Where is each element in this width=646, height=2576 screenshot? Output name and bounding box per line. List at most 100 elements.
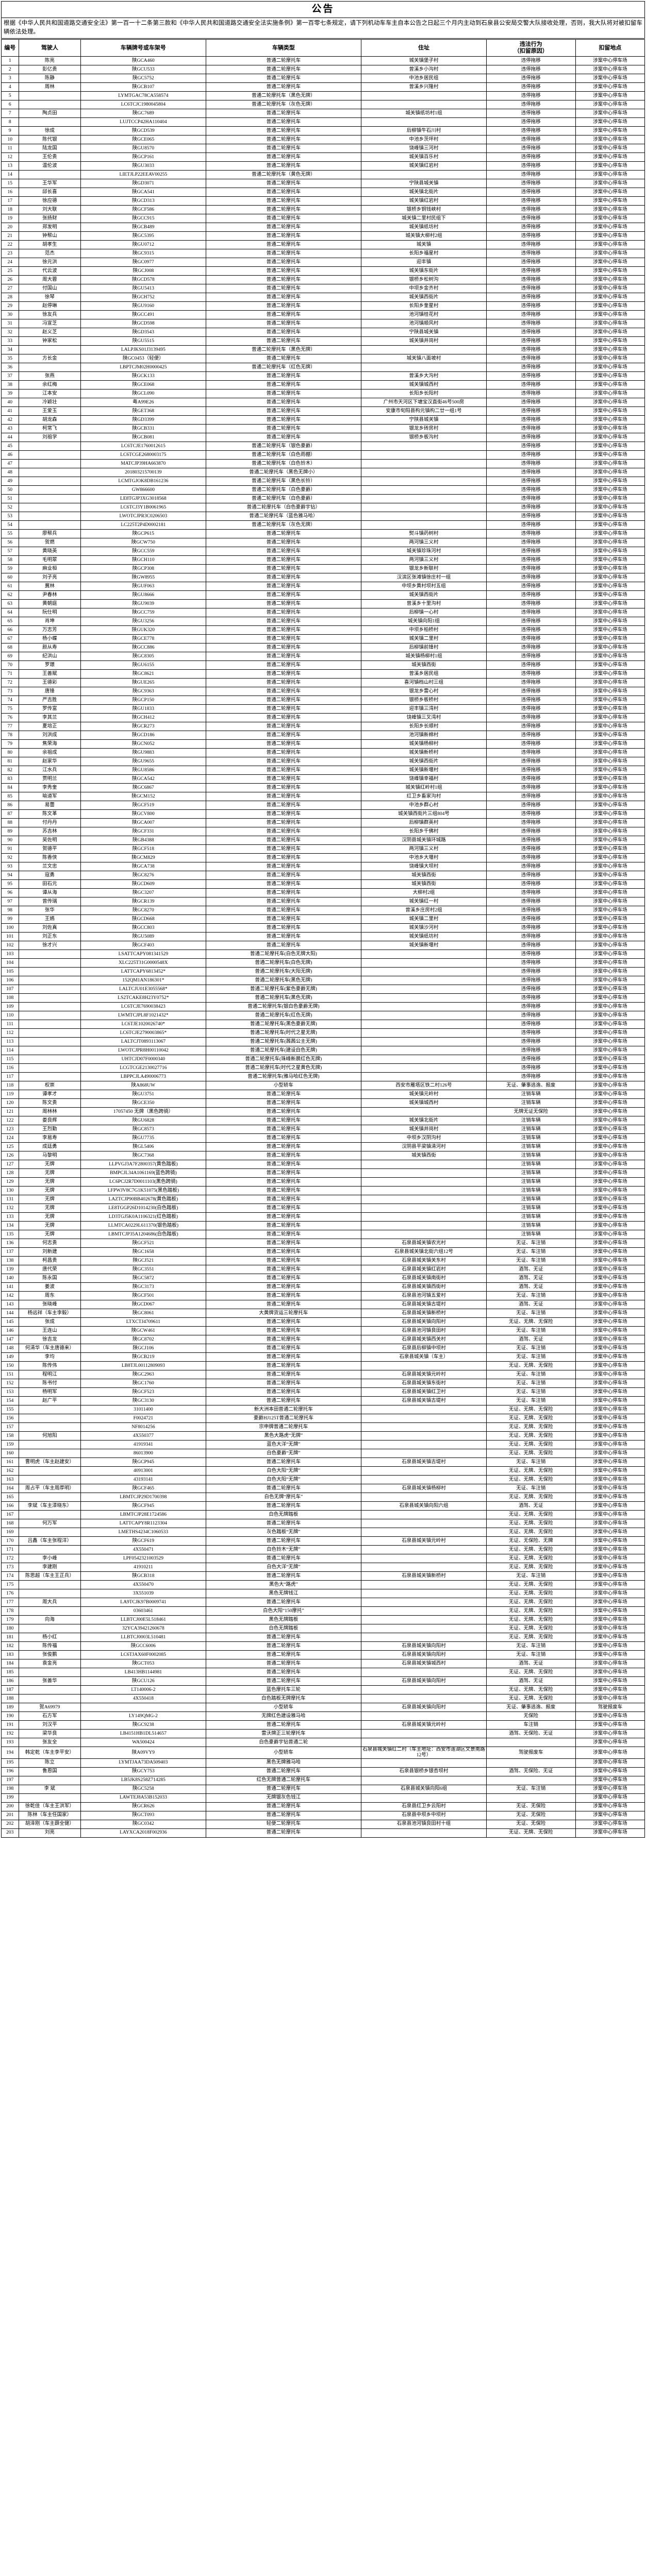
row-type: 普通二轮摩托车 <box>205 1326 362 1336</box>
row-type: 普通二轮摩托车（白色豪爵宇钻） <box>205 503 362 513</box>
row-driver: 张华 <box>18 906 81 916</box>
row-index: 161 <box>1 1458 19 1467</box>
row-address: 城关镇北街片 <box>361 1116 487 1126</box>
row-type: 普通二轮摩托车 <box>205 1641 362 1651</box>
row-violation: 违停拖移 <box>486 906 576 916</box>
row-plate: 陕GCW461 <box>80 1326 206 1336</box>
row-type: 普通二轮摩托车 <box>205 266 362 276</box>
row-plate: 陕GCF519 <box>80 801 206 810</box>
row-plate: 43193141 <box>80 1475 206 1485</box>
row-location: 涉案中心停车场 <box>575 1116 645 1126</box>
row-violation: 无证、无牌、无保险 <box>486 1475 576 1485</box>
row-violation: 违停拖移 <box>486 652 576 662</box>
row-location: 涉案中心停车场 <box>575 1361 645 1371</box>
table-row: 28 徐琴 陕GCH752 普通二轮摩托车 城关镇西街片 违停拖移 涉案中心停车场 <box>1 293 645 302</box>
row-driver: 胡泽刚（车主薛全健） <box>18 1819 81 1829</box>
table-row: 178 03603461 白色大阳“150摩托” 无证、无牌、无保险 涉案中心停车场 <box>1 1606 645 1616</box>
table-row: 102 徐才兴 陕GCF403 普通二轮摩托车 城关镇新堰村 违停拖移 涉案中心停车场 <box>1 941 645 951</box>
row-type: 灰色踏板“无牌” <box>205 1528 362 1537</box>
table-row: 79 焦荣海 陕GCN052 普通二轮摩托车 城关镇杨柳村 违停拖移 涉案中心停车场 <box>1 739 645 749</box>
row-index: 126 <box>1 1151 19 1161</box>
row-type: 白色铃木“无牌” <box>205 1545 362 1555</box>
row-violation: 违停拖移 <box>486 205 576 215</box>
row-type: 普通二轮摩托车 <box>205 1230 362 1240</box>
row-driver <box>18 950 81 959</box>
row-plate: 陕GCC803 <box>80 923 206 933</box>
row-type: 新大洲本田普通二轮摩托车 <box>205 1405 362 1415</box>
row-address: 两河镇三义村 <box>361 555 487 565</box>
table-row: 19 张扬财 陕GCC915 普通二轮摩托车 城关镇二里村民组下 违停拖移 涉案中心停车场 <box>1 214 645 224</box>
row-location: 涉案中心停车场 <box>575 1784 645 1794</box>
row-type: 普通二轮摩托车 <box>205 748 362 758</box>
row-index: 140 <box>1 1274 19 1283</box>
table-row: 164 周占平（车主周厚明） 陕GCF465 普通二轮摩托车 石泉县城关镇杨柳村 无证、车… <box>1 1484 645 1494</box>
row-driver: 严吉胜 <box>18 696 81 705</box>
row-location: 涉案中心停车场 <box>575 1633 645 1642</box>
row-plate: UHTCJD07F0000340 <box>80 1055 206 1064</box>
row-violation: 无证、车注销 <box>486 1650 576 1660</box>
row-location: 涉案中心停车场 <box>575 1265 645 1275</box>
row-driver <box>18 1055 81 1064</box>
row-driver <box>18 345 81 355</box>
row-driver: 杨远祥（车主李毅） <box>18 1309 81 1318</box>
row-address: 石泉县城关镇古堤村 <box>361 1396 487 1406</box>
row-type: 普通二轮摩托车 <box>205 1767 362 1776</box>
row-driver: 袁金亮 <box>18 1659 81 1669</box>
row-type: 大黄牌货运三轮摩托车 <box>205 1309 362 1318</box>
row-driver: 谭孝才 <box>18 1090 81 1099</box>
row-location: 涉案中心停车场 <box>575 1458 645 1467</box>
row-driver: 徐友兵 <box>18 310 81 320</box>
row-index: 150 <box>1 1361 19 1371</box>
row-index: 157 <box>1 1422 19 1432</box>
row-index: 64 <box>1 608 19 618</box>
row-location: 涉案中心停车场 <box>575 555 645 565</box>
row-plate: LBMTCJP35A1204686(白色踏板) <box>80 1230 206 1240</box>
row-violation: 无证、无保险、无牌 <box>486 1536 576 1546</box>
row-driver: 王连山 <box>18 1326 81 1336</box>
row-violation: 违停拖移 <box>486 608 576 618</box>
row-violation <box>486 1758 576 1768</box>
row-violation: 酒驾、无证 <box>486 1274 576 1283</box>
row-index: 112 <box>1 1028 19 1038</box>
table-row: 3 陈静 陕GC5752 普通二轮摩托车 中池乡居民组 违停拖移 涉案中心停车场 <box>1 74 645 83</box>
row-index: 127 <box>1 1160 19 1170</box>
row-location: 涉案中心停车场 <box>575 538 645 548</box>
row-violation: 违停拖移 <box>486 879 576 889</box>
row-location: 涉案中心停车场 <box>575 906 645 916</box>
row-violation: 违停拖移 <box>486 713 576 723</box>
row-type: 普通二轮摩托车 <box>205 1300 362 1310</box>
row-index: 162 <box>1 1466 19 1476</box>
row-index: 115 <box>1 1055 19 1064</box>
row-index: 163 <box>1 1475 19 1485</box>
row-location: 涉案中心停车场 <box>575 1510 645 1520</box>
row-address: 城关镇红岭村1组 <box>361 783 487 793</box>
row-index: 16 <box>1 188 19 197</box>
row-plate: 陕GCK133 <box>80 371 206 381</box>
row-violation: 违停拖移 <box>486 731 576 740</box>
row-type: 普通二轮摩托车 <box>205 1204 362 1213</box>
row-address <box>361 950 487 959</box>
row-index: 58 <box>1 555 19 565</box>
row-driver: 周大蓉 <box>18 275 81 285</box>
row-violation: 注销车辆 <box>486 1177 576 1187</box>
row-type: 普通二轮摩托车 <box>205 617 362 626</box>
row-violation: 违停拖移 <box>486 538 576 548</box>
row-index: 39 <box>1 389 19 399</box>
row-index: 109 <box>1 1002 19 1012</box>
row-type: 普通二轮摩托车 <box>205 1239 362 1248</box>
table-row: 150 陈传伟 LB8TJL00112809093 普通二轮摩托车 无证、无牌、无保险涉… <box>1 1361 645 1371</box>
row-type: 普通二轮摩托车 <box>205 1668 362 1677</box>
row-plate: 陕GU5413 <box>80 284 206 294</box>
table-row: 6 LC6TCJC1980045804 普通二轮摩托车（灰色无牌） 违停拖移 涉案中心停… <box>1 100 645 110</box>
row-location: 涉案中心停车场 <box>575 415 645 425</box>
row-plate: LATTCAPY8R1123304 <box>80 1519 206 1529</box>
row-index: 197 <box>1 1775 19 1785</box>
row-plate: 152QM1AN186301* <box>80 976 206 986</box>
table-row: 108 LS2TCAKE8H23Y0752* 普通二轮摩托车(黑色无牌) 违停拖移 涉案… <box>1 993 645 1003</box>
row-location: 涉案中心停车场 <box>575 170 645 180</box>
row-violation: 违停拖移 <box>486 678 576 688</box>
row-index: 169 <box>1 1528 19 1537</box>
row-type: 普通二轮摩托车 <box>205 625 362 635</box>
row-violation: 违停拖移 <box>486 231 576 241</box>
row-address <box>361 1793 487 1803</box>
